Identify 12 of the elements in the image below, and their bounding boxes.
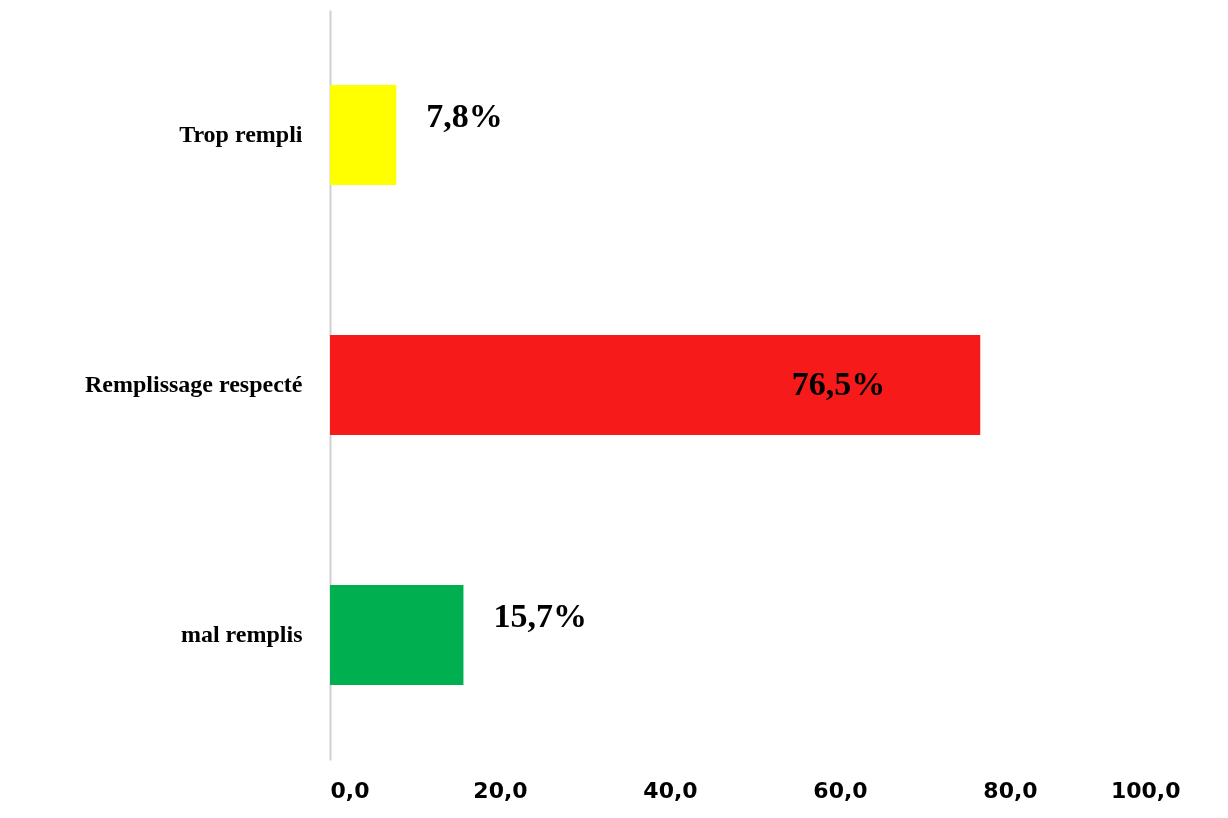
x-tick-label: 40,0: [643, 777, 698, 803]
y-tick-label: Trop rempli: [179, 121, 303, 147]
y-tick-label: Remplissage respecté: [85, 371, 303, 397]
x-tick-label: 60,0: [813, 777, 868, 803]
x-tick-label: 0,0: [330, 777, 370, 803]
data-label: 76,5%: [791, 365, 886, 402]
y-tick-label: mal remplis: [180, 621, 303, 647]
data-label: 15,7%: [493, 597, 587, 634]
x-tick-label: 20,0: [473, 777, 528, 803]
data-label: 7,8%: [426, 97, 503, 134]
x-tick-label: 80,0: [983, 777, 1038, 803]
x-tick-label: 100,0: [1110, 777, 1181, 803]
